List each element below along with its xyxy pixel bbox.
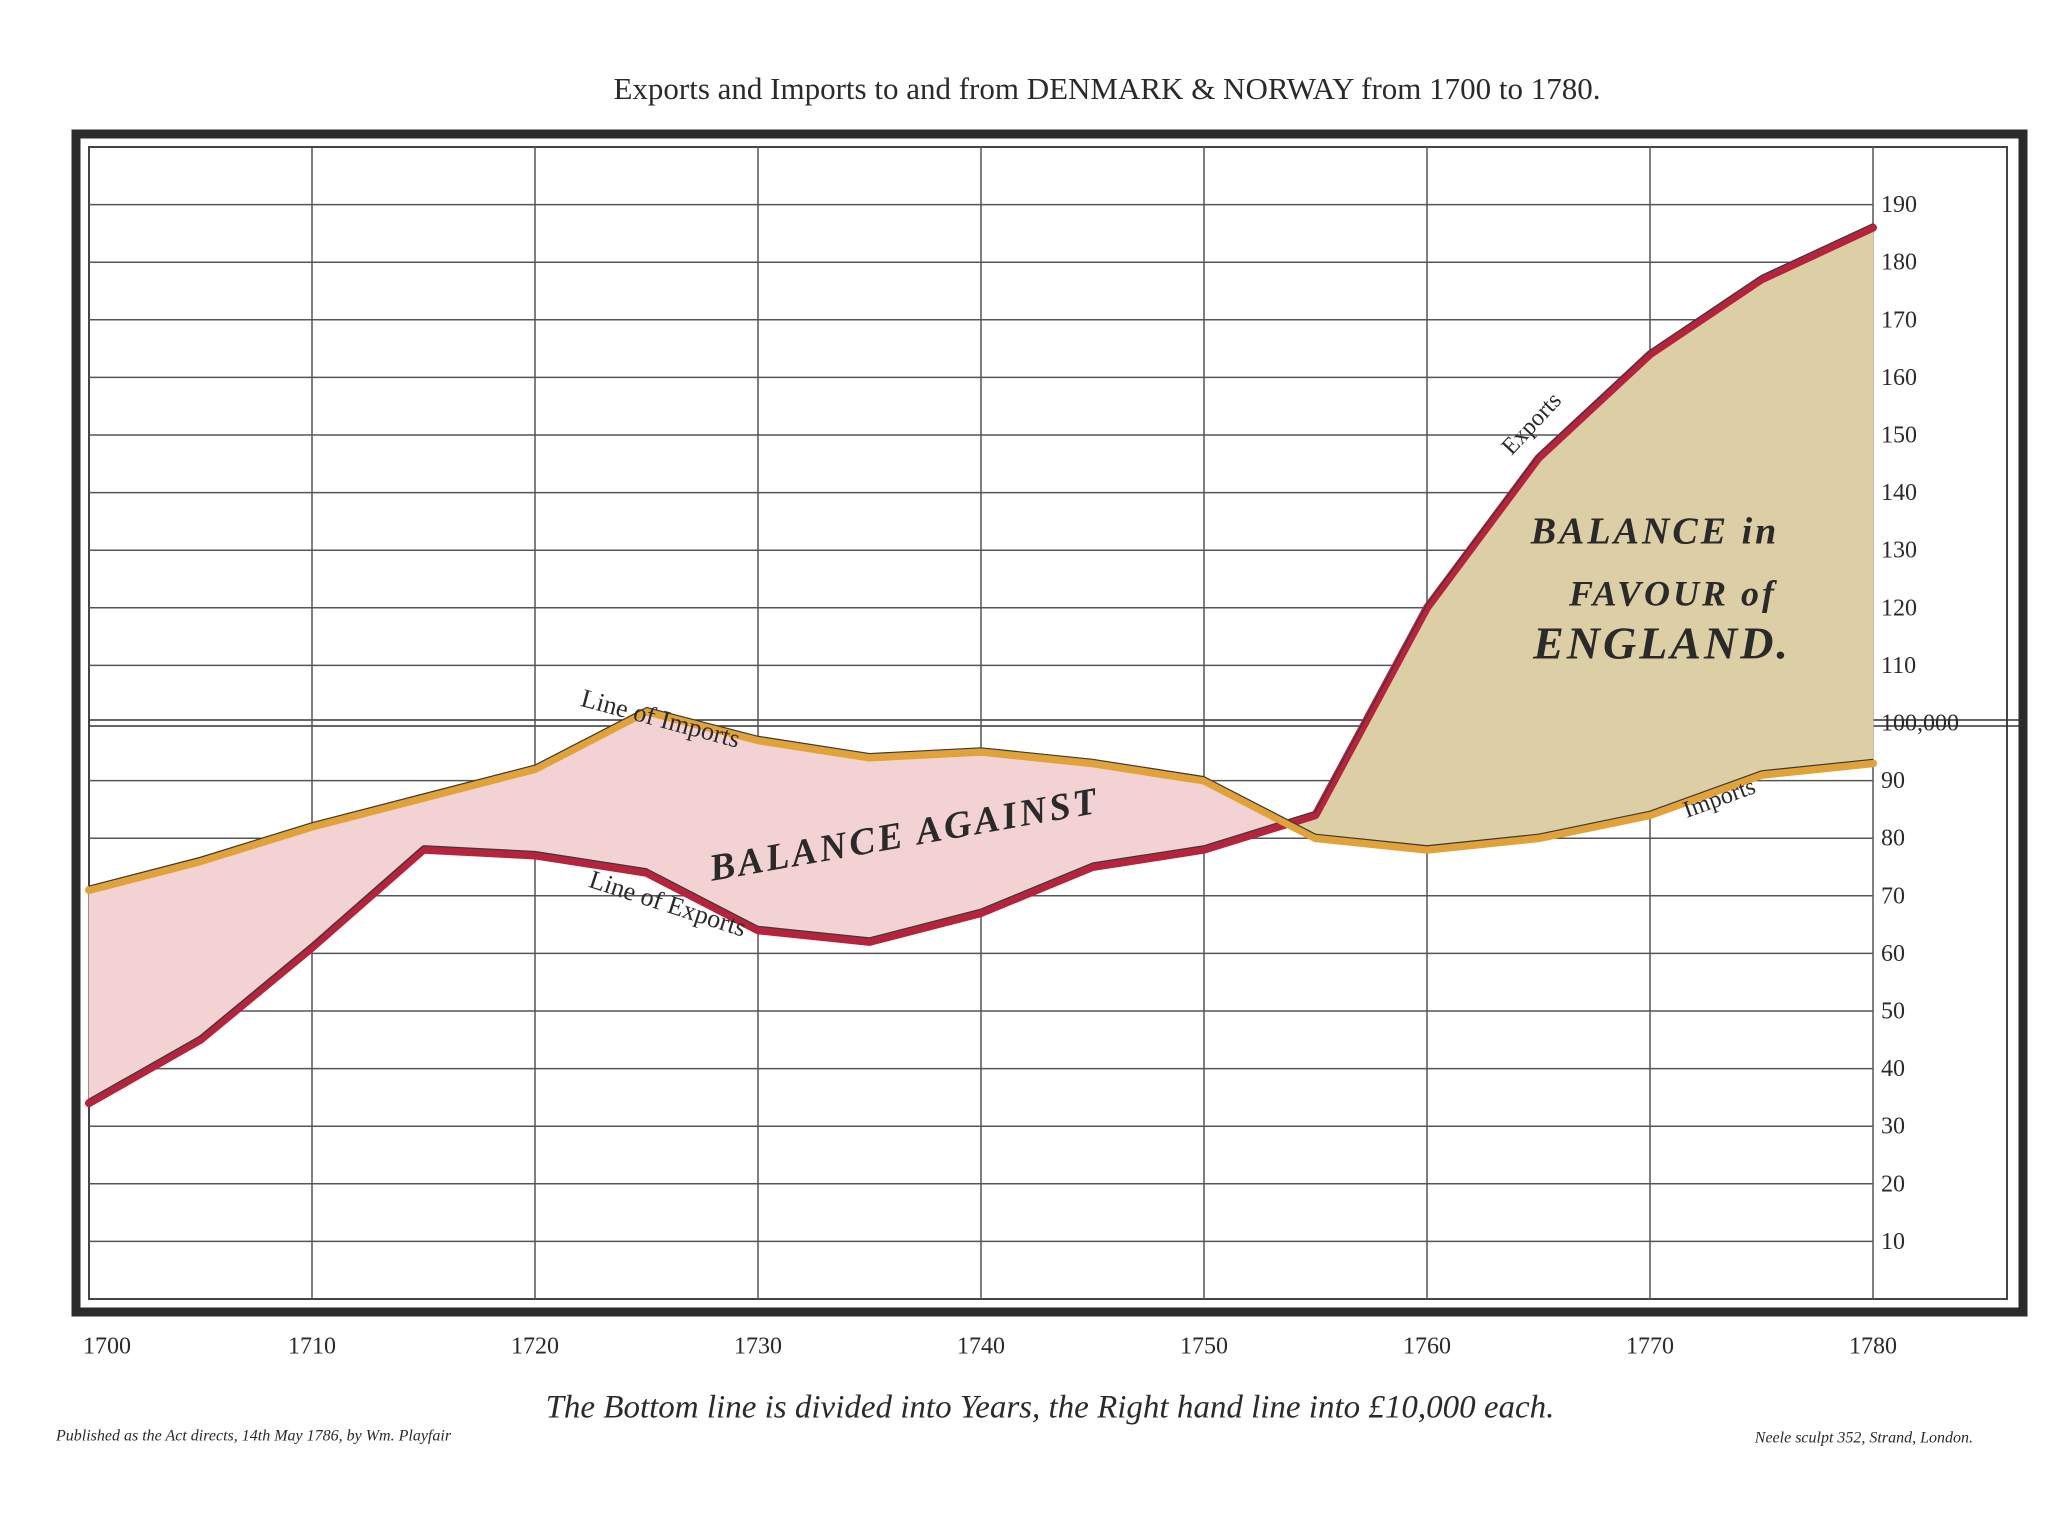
x-tick-label: 1700 xyxy=(83,1334,131,1360)
series-line-edge xyxy=(88,223,1874,1100)
series-line xyxy=(85,707,1877,895)
annotation: BALANCE in xyxy=(1530,511,1780,553)
y-tick-label: 30 xyxy=(1881,1114,1905,1140)
y-tick-label: 110 xyxy=(1881,653,1916,679)
x-tick-label: 1760 xyxy=(1403,1334,1451,1360)
series-line-edge xyxy=(88,706,1874,887)
y-tick-label: 20 xyxy=(1881,1171,1905,1197)
series-line xyxy=(85,223,1877,1108)
y-tick-label: 120 xyxy=(1881,595,1917,621)
y-tick-label: 70 xyxy=(1881,883,1905,909)
x-tick-label: 1720 xyxy=(511,1334,559,1360)
y-tick-label: 100,000 xyxy=(1881,711,1959,737)
balance-area xyxy=(1761,226,1874,776)
y-tick-label: 80 xyxy=(1881,826,1905,852)
credit: Neele sculpt 352, Strand, London. xyxy=(1754,1430,1973,1447)
x-tick-label: 1730 xyxy=(734,1334,782,1360)
y-tick-label: 140 xyxy=(1881,480,1917,506)
x-tick-label: 1750 xyxy=(1180,1334,1228,1360)
credit: Published as the Act directs, 14th May 1… xyxy=(55,1428,452,1445)
y-tick-label: 170 xyxy=(1881,307,1917,333)
y-tick-label: 190 xyxy=(1881,192,1917,218)
y-tick-label: 50 xyxy=(1881,999,1905,1025)
y-tick-label: 160 xyxy=(1881,365,1917,391)
chart-title: Exports and Imports to and from DENMARK … xyxy=(613,71,1600,106)
y-tick-label: 150 xyxy=(1881,423,1917,449)
annotation: FAVOUR of xyxy=(1568,573,1777,613)
x-tick-label: 1710 xyxy=(288,1334,336,1360)
y-tick-label: 10 xyxy=(1881,1229,1905,1255)
y-tick-label: 90 xyxy=(1881,768,1905,794)
caption: The Bottom line is divided into Years, t… xyxy=(546,1390,1555,1426)
x-tick-label: 1740 xyxy=(957,1334,1005,1360)
y-tick-label: 60 xyxy=(1881,941,1905,967)
annotation: ENGLAND. xyxy=(1532,618,1791,669)
y-tick-label: 40 xyxy=(1881,1056,1905,1082)
y-tick-label: 180 xyxy=(1881,250,1917,276)
x-tick-label: 1770 xyxy=(1626,1334,1674,1360)
y-tick-label: 130 xyxy=(1881,538,1917,564)
x-tick-label: 1780 xyxy=(1849,1334,1897,1360)
outer-frame xyxy=(71,129,2028,1317)
